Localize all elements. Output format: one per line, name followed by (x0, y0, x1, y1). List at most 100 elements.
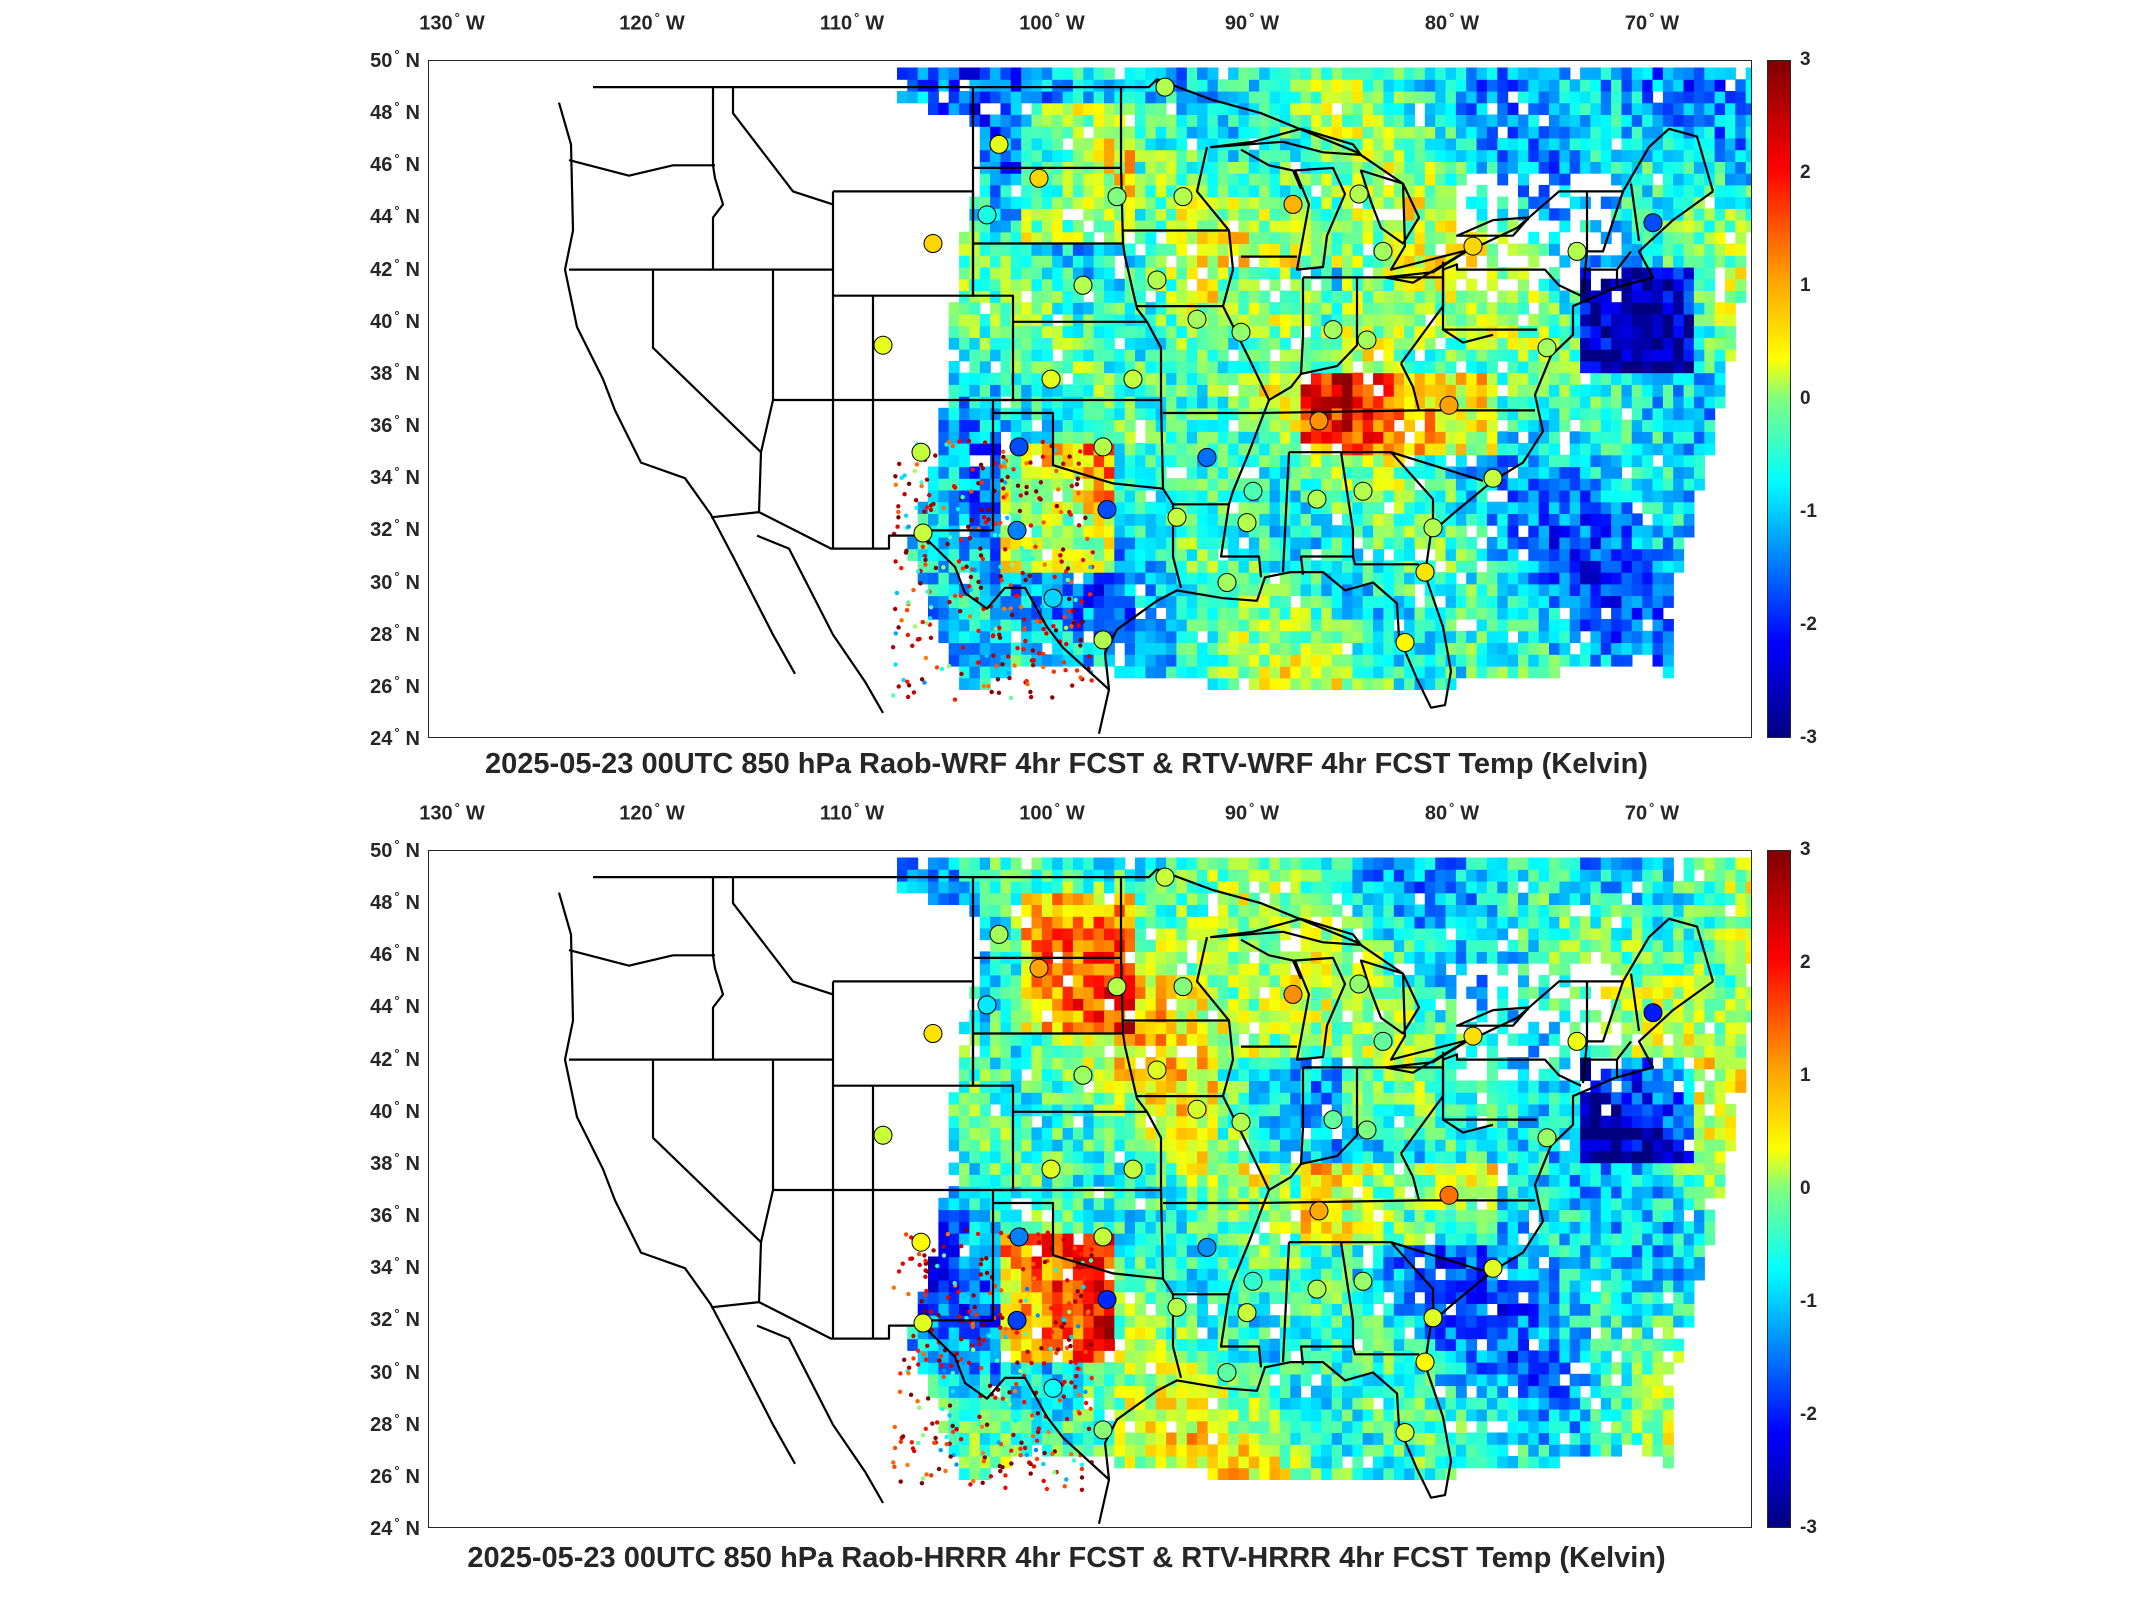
state-country-boundaries (557, 78, 1715, 735)
raob-station-marker (1231, 322, 1251, 342)
raob-station-marker (873, 335, 893, 355)
raob-station-marker (977, 995, 997, 1015)
raob-stations (873, 867, 1663, 1442)
temperature-difference-field (890, 67, 1751, 702)
latitude-value: 30 (370, 1361, 393, 1384)
longitude-tick-label: 120 ° W (619, 800, 684, 826)
latitude-tick-label: 46 ° N (360, 941, 420, 967)
raob-station-marker (1093, 437, 1113, 457)
degree-symbol: ° (654, 10, 660, 25)
degree-symbol: ° (394, 151, 400, 167)
raob-station-marker (1357, 1120, 1377, 1140)
raob-station-marker (923, 234, 943, 253)
degree-symbol: ° (854, 800, 860, 815)
longitude-tick-label: 100 ° W (1019, 800, 1084, 826)
longitude-value: 100 (1019, 802, 1053, 825)
raob-station-marker (1073, 275, 1093, 295)
degree-symbol: ° (454, 10, 460, 25)
latitude-value: 36 (370, 414, 393, 437)
latitude-value: 44 (370, 206, 393, 229)
raob-station-marker (1231, 1112, 1251, 1132)
longitude-tick-label: 110 ° W (820, 10, 884, 36)
degree-symbol: ° (394, 1097, 400, 1113)
raob-station-marker (913, 523, 933, 543)
raob-station-marker (1423, 518, 1443, 538)
longitude-tick-label: 70 ° W (1625, 800, 1679, 826)
latitude-hemisphere: N (405, 1413, 420, 1436)
longitude-value: 80 (1424, 802, 1448, 825)
latitude-tick-label: 24 ° N (360, 1515, 420, 1541)
degree-symbol: ° (394, 837, 400, 853)
raob-station-marker (1283, 984, 1303, 1004)
latitude-tick-label: 48 ° N (360, 99, 420, 125)
degree-symbol: ° (1249, 10, 1255, 25)
latitude-tick-label: 32 ° N (360, 1307, 420, 1333)
latitude-value: 38 (370, 1152, 393, 1175)
longitude-hemisphere: W (1460, 12, 1480, 35)
latitude-hemisphere: N (405, 675, 420, 698)
raob-station-marker (1187, 309, 1207, 329)
latitude-value: 48 (370, 891, 393, 914)
raob-station-marker (913, 1313, 933, 1333)
latitude-value: 48 (370, 101, 393, 124)
raob-station-marker (1237, 1303, 1257, 1323)
raob-station-marker (1043, 588, 1063, 608)
latitude-tick-label: 32 ° N (360, 517, 420, 543)
raob-station-marker (1537, 1128, 1557, 1148)
degree-symbol: ° (394, 620, 400, 636)
degree-symbol: ° (394, 1045, 400, 1061)
latitude-hemisphere: N (405, 1048, 420, 1071)
map-plot-area (428, 850, 1752, 1528)
raob-station-marker (1643, 1003, 1663, 1023)
colorbar-tick-label: 2 (1800, 952, 1811, 973)
plot-title: 2025-05-23 00UTC 850 hPa Raob-WRF 4hr FC… (485, 748, 1648, 780)
degree-symbol: ° (394, 255, 400, 271)
degree-symbol: ° (394, 203, 400, 219)
raob-station-marker (1123, 369, 1143, 389)
latitude-tick-label: 42 ° N (360, 1046, 420, 1072)
degree-symbol: ° (394, 725, 400, 741)
latitude-tick-label: 44 ° N (360, 204, 420, 230)
latitude-value: 32 (370, 519, 393, 542)
longitude-value: 130 (419, 12, 453, 35)
colorbar-tick-label: -1 (1800, 1291, 1817, 1312)
degree-symbol: ° (654, 800, 660, 815)
latitude-value: 26 (370, 675, 393, 698)
latitude-value: 50 (370, 839, 393, 862)
colorbar-tick-label: 0 (1800, 1178, 1811, 1199)
latitude-tick-label: 46 ° N (360, 151, 420, 177)
latitude-hemisphere: N (405, 258, 420, 281)
latitude-value: 40 (370, 310, 393, 333)
raob-station-marker (1217, 573, 1237, 592)
degree-symbol: ° (394, 1410, 400, 1426)
colorbar-tick-label: 1 (1800, 1065, 1811, 1086)
longitude-value: 70 (1624, 802, 1648, 825)
raob-station-marker (1123, 1159, 1143, 1179)
latitude-value: 40 (370, 1100, 393, 1123)
longitude-hemisphere: W (865, 802, 885, 825)
longitude-value: 110 (819, 12, 853, 35)
raob-station-marker (873, 1125, 893, 1145)
raob-station-marker (1243, 481, 1263, 501)
longitude-value: 100 (1019, 12, 1053, 35)
raob-station-marker (1439, 395, 1459, 415)
latitude-value: 34 (370, 1257, 393, 1280)
longitude-tick-label: 130 ° W (419, 10, 484, 36)
degree-symbol: ° (394, 1306, 400, 1322)
degree-symbol: ° (1449, 800, 1455, 815)
raob-station-marker (1093, 1227, 1113, 1247)
longitude-value: 120 (619, 12, 653, 35)
longitude-value: 80 (1424, 12, 1448, 35)
raob-station-marker (1167, 1297, 1187, 1317)
raob-station-marker (1349, 974, 1369, 994)
latitude-tick-label: 40 ° N (360, 308, 420, 334)
raob-station-marker (1537, 338, 1557, 358)
colorbar-tick-label: 0 (1800, 388, 1811, 409)
raob-station-marker (1483, 1258, 1503, 1278)
map-panel-wrf: 130 ° W 120 ° W 110 ° W 100 ° W 90 ° W 80 ° W 70 ° W 50 ° N 48 ° N… (0, 0, 2133, 790)
raob-station-marker (1323, 320, 1343, 340)
latitude-tick-label: 30 ° N (360, 1359, 420, 1385)
raob-station-marker (1107, 977, 1127, 997)
latitude-tick-label: 28 ° N (360, 621, 420, 647)
raob-stations (873, 77, 1663, 652)
